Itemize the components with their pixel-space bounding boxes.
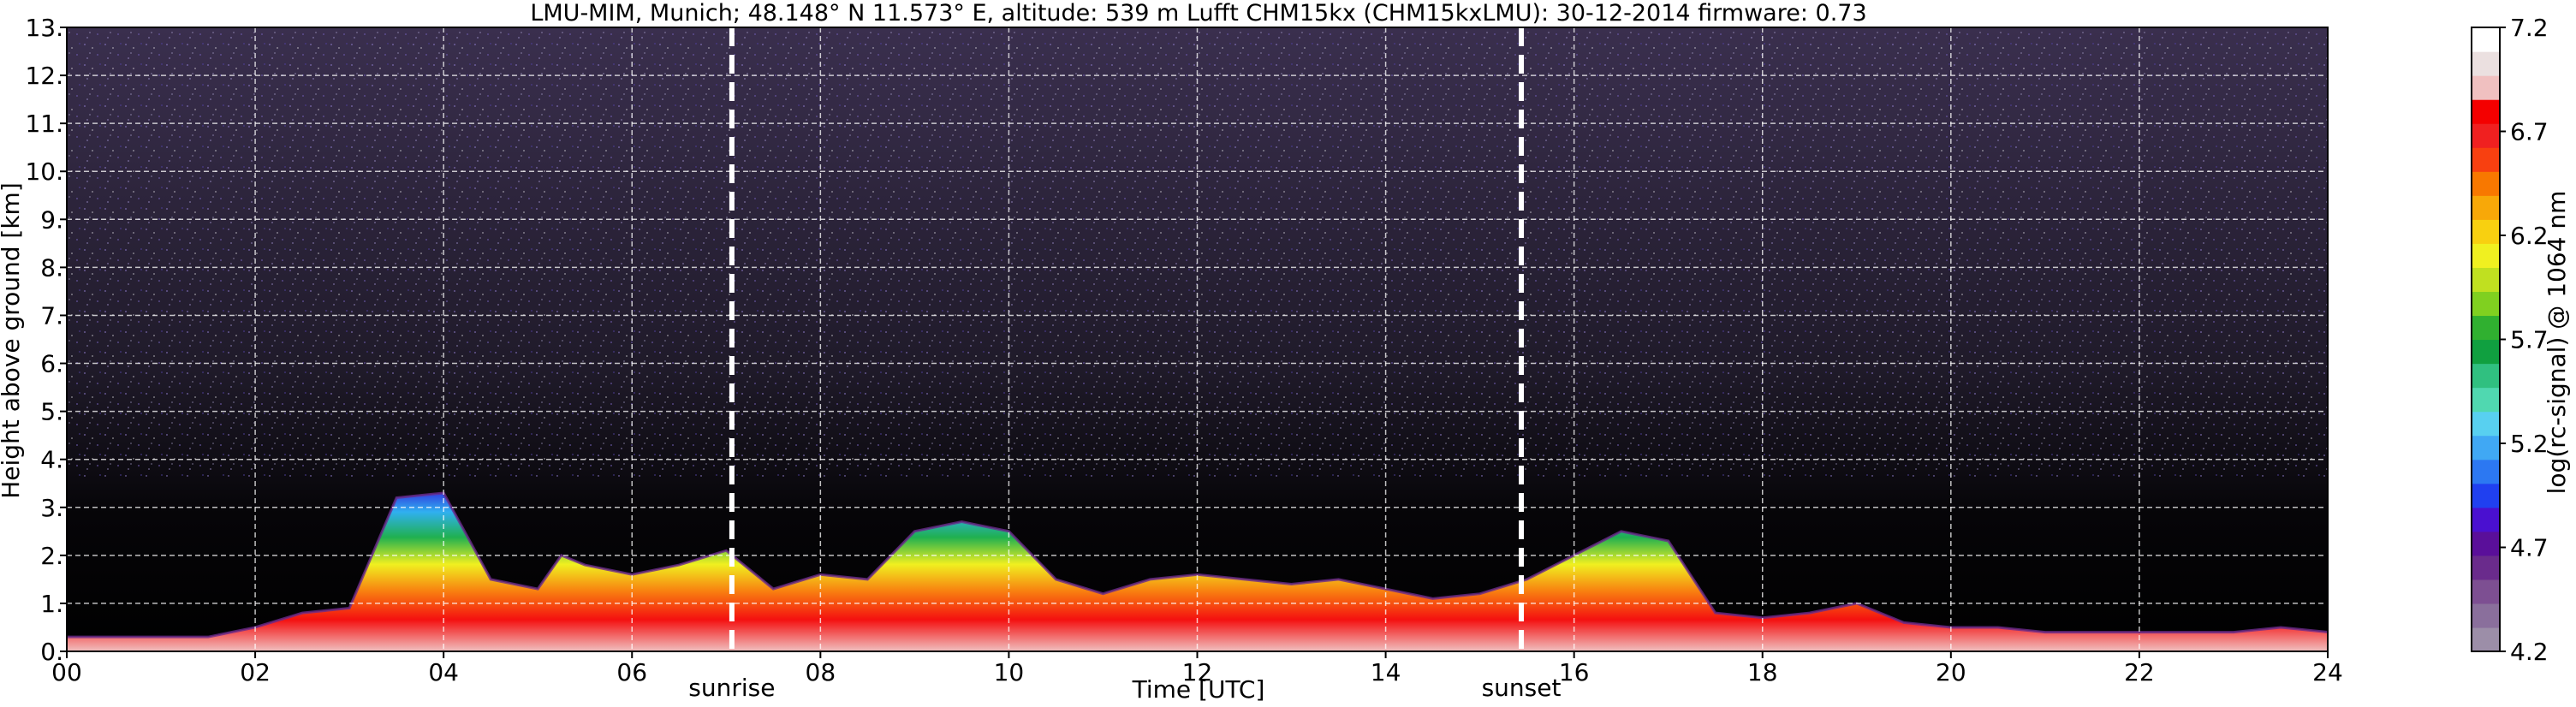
colorbar-segment bbox=[2472, 243, 2500, 268]
x-tick-label: 16 bbox=[1559, 658, 1590, 686]
colorbar-segment bbox=[2472, 99, 2500, 124]
x-axis-label: Time [UTC] bbox=[1132, 675, 1265, 704]
colorbar-segment bbox=[2472, 507, 2500, 532]
colorbar-segment bbox=[2472, 363, 2500, 389]
y-tick-label: 5. bbox=[40, 398, 63, 426]
colorbar-segment bbox=[2472, 411, 2500, 437]
colorbar-segment bbox=[2472, 579, 2500, 604]
colorbar-segment bbox=[2472, 387, 2500, 413]
sunset-label: sunset bbox=[1482, 674, 1562, 702]
colorbar-segment bbox=[2472, 291, 2500, 317]
y-tick-label: 10. bbox=[25, 157, 63, 186]
colorbar-tick-label: 7.2 bbox=[2510, 14, 2549, 42]
colorbar-segment bbox=[2472, 555, 2500, 580]
colorbar-segment bbox=[2472, 171, 2500, 196]
x-tick-label: 10 bbox=[994, 658, 1025, 686]
colorbar-label: log(rc-signal) @ 1064 nm bbox=[2543, 191, 2571, 495]
x-tick-label: 18 bbox=[1747, 658, 1778, 686]
colorbar-segment bbox=[2472, 219, 2500, 244]
x-tick-label: 24 bbox=[2312, 658, 2343, 686]
y-tick-label: 0. bbox=[40, 638, 63, 666]
colorbar-segment bbox=[2472, 147, 2500, 172]
y-tick-label: 1. bbox=[40, 590, 63, 618]
y-tick-label: 7. bbox=[40, 301, 63, 330]
colorbar-segment bbox=[2472, 339, 2500, 365]
colorbar-segment bbox=[2472, 435, 2500, 460]
x-tick-label: 22 bbox=[2124, 658, 2155, 686]
y-tick-label: 6. bbox=[40, 350, 63, 378]
colorbar: 4.2 4.7 5.2 5.7 6.2 6.7 7.2 bbox=[2471, 14, 2549, 666]
colorbar-segment bbox=[2472, 315, 2500, 341]
colorbar-segment bbox=[2472, 27, 2500, 52]
y-tick-label: 2. bbox=[40, 542, 63, 570]
y-axis-label: Height above ground [km] bbox=[0, 182, 25, 499]
y-tick-label: 13. bbox=[25, 14, 63, 42]
sunrise-label: sunrise bbox=[688, 674, 775, 702]
x-tick-label: 06 bbox=[616, 658, 647, 686]
x-tick-label: 08 bbox=[806, 658, 836, 686]
x-tick-label: 14 bbox=[1371, 658, 1401, 686]
colorbar-tick-label: 5.7 bbox=[2510, 326, 2549, 354]
y-tick-label: 4. bbox=[40, 446, 63, 474]
colorbar-segment bbox=[2472, 531, 2500, 556]
y-tick-label: 11. bbox=[25, 110, 63, 138]
y-tick-label: 9. bbox=[40, 205, 63, 234]
y-tick-label: 12. bbox=[25, 62, 63, 90]
axes: 00 02 04 06 08 10 12 14 16 18 20 22 24 0. 1. 2. 3. 4. 5. 6.… bbox=[25, 14, 2342, 686]
colorbar-segment bbox=[2472, 195, 2500, 220]
x-tick-label: 00 bbox=[51, 658, 82, 686]
colorbar-tick-label: 6.7 bbox=[2510, 118, 2549, 146]
boundary-layer-top bbox=[67, 491, 2328, 639]
y-tick-label: 8. bbox=[40, 253, 63, 282]
colorbar-segment bbox=[2472, 75, 2500, 100]
colorbar-segment bbox=[2472, 51, 2500, 76]
colorbar-segment bbox=[2472, 459, 2500, 484]
colorbar-tick-label: 4.2 bbox=[2510, 638, 2549, 666]
x-tick-label: 04 bbox=[428, 658, 459, 686]
colorbar-segment bbox=[2472, 603, 2500, 628]
colorbar-tick-label: 4.7 bbox=[2510, 534, 2549, 562]
colorbar-segment bbox=[2472, 627, 2500, 652]
colorbar-tick-label: 5.2 bbox=[2510, 430, 2549, 458]
x-tick-label: 02 bbox=[240, 658, 271, 686]
colorbar-segment bbox=[2472, 123, 2500, 148]
y-tick-label: 3. bbox=[40, 494, 63, 522]
colorbar-tick-label: 6.2 bbox=[2510, 222, 2549, 250]
colorbar-segment bbox=[2472, 267, 2500, 293]
annotations: sunrise sunset bbox=[688, 27, 1562, 702]
x-tick-label: 12 bbox=[1182, 658, 1213, 686]
colorbar-segment bbox=[2472, 483, 2500, 508]
x-tick-label: 20 bbox=[1936, 658, 1966, 686]
gridlines bbox=[67, 27, 2328, 651]
chart-title: LMU-MIM, Munich; 48.148° N 11.573° E, al… bbox=[530, 0, 1866, 27]
